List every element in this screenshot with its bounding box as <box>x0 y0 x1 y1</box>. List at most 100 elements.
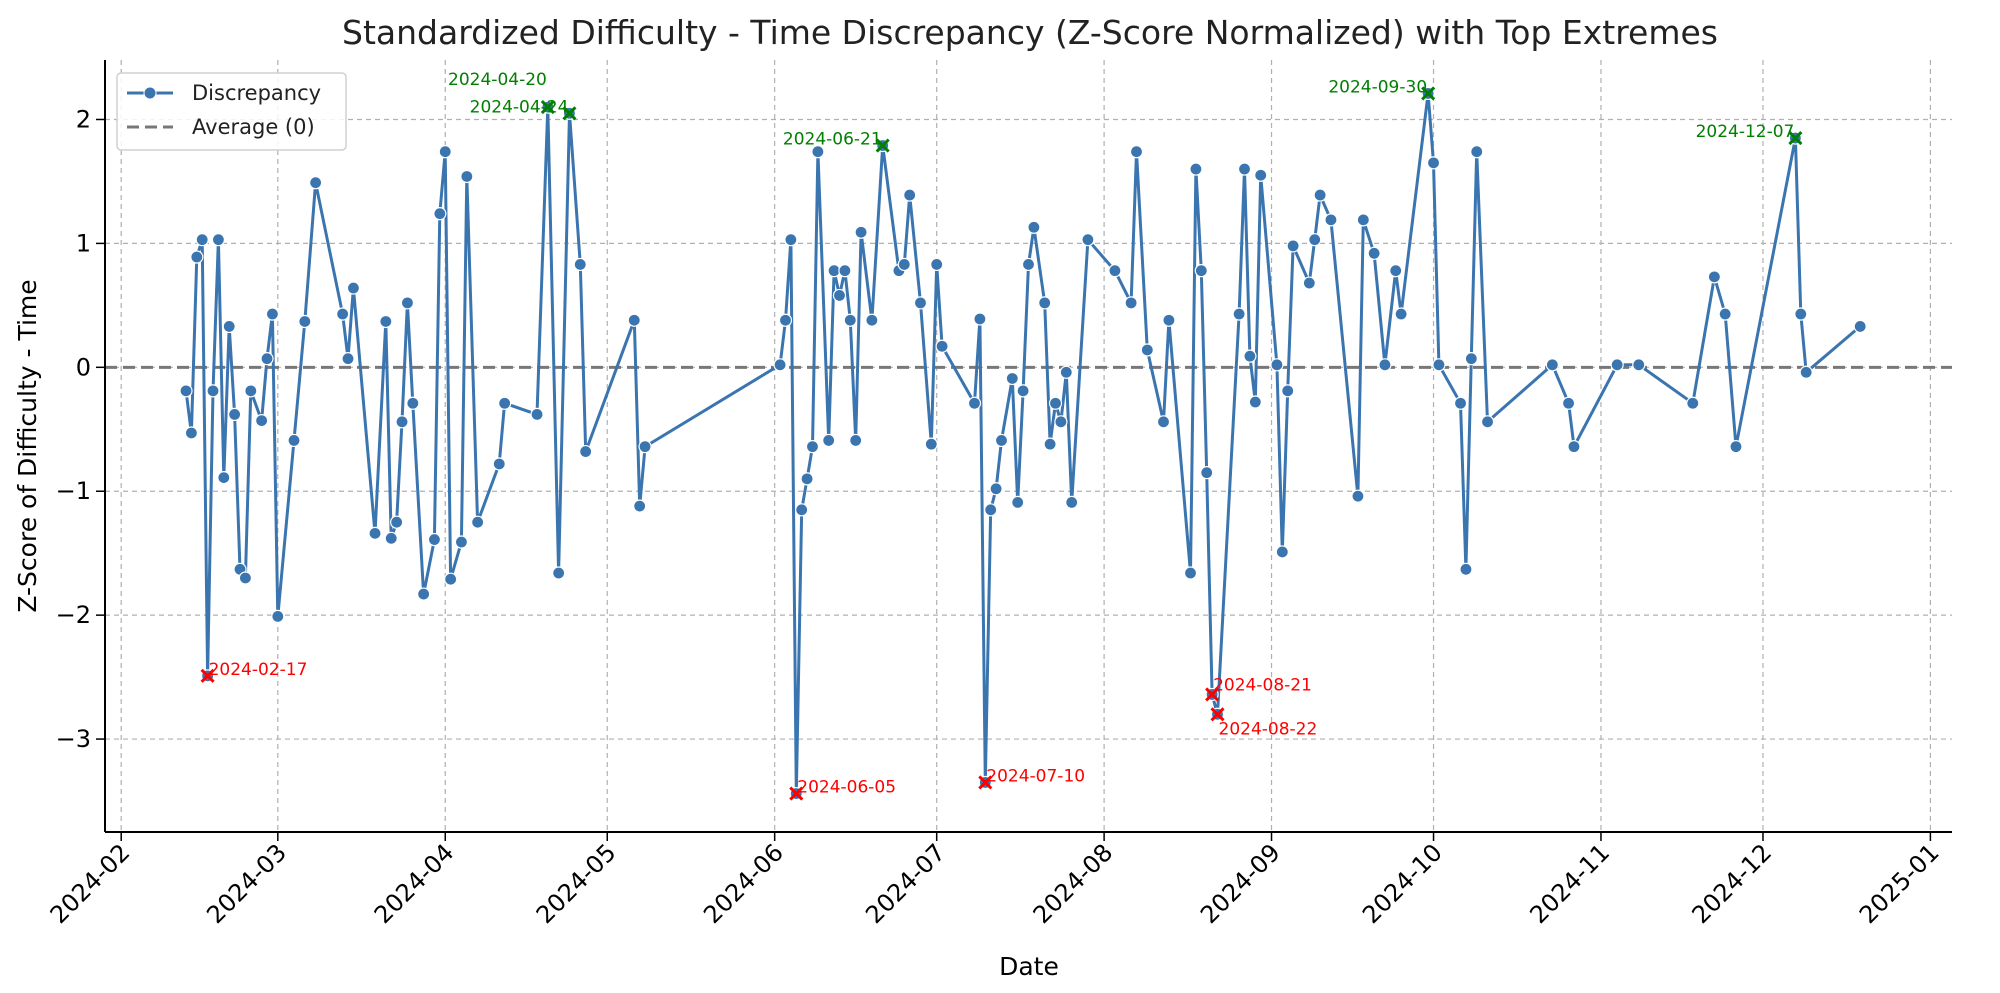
data-point <box>217 470 231 485</box>
data-point <box>400 296 415 310</box>
data-point <box>1043 437 1057 451</box>
data-point <box>1027 220 1041 234</box>
data-point <box>206 384 220 398</box>
data-point <box>417 587 431 601</box>
low-extreme-label: 2024-08-22 <box>1219 719 1318 739</box>
data-point <box>1189 162 1203 176</box>
data-point <box>1561 396 1576 410</box>
data-point <box>1389 264 1403 278</box>
data-point <box>1140 343 1154 357</box>
x-tick-label: 2024-05 <box>531 838 622 929</box>
cross-stroke <box>200 668 215 683</box>
data-point <box>1005 371 1019 386</box>
data-point <box>811 145 825 159</box>
y-axis-label: Z-Score of Difficulty - Time <box>13 279 42 612</box>
data-point <box>1464 352 1478 366</box>
x-tick-label: 2024-06 <box>698 838 789 929</box>
data-point <box>238 571 253 585</box>
high-extreme-marker <box>875 138 890 153</box>
x-tick-label: 2024-07 <box>860 838 951 929</box>
data-point <box>795 503 809 517</box>
data-point <box>1729 440 1743 454</box>
data-point <box>913 296 928 310</box>
data-point <box>1351 489 1365 503</box>
data-point <box>573 257 587 272</box>
data-point <box>1459 562 1473 576</box>
data-point <box>1124 296 1138 310</box>
data-point <box>438 145 452 159</box>
x-tick-label: 2024-09 <box>1195 838 1286 929</box>
y-tick-label: −1 <box>56 477 91 505</box>
data-point <box>390 515 404 529</box>
data-point <box>1707 270 1721 284</box>
data-point <box>1313 188 1327 202</box>
data-point <box>1237 162 1252 176</box>
legend-discrepancy-label: Discrepancy <box>192 81 321 105</box>
cross-stroke <box>540 100 555 115</box>
data-point <box>633 499 647 513</box>
data-point <box>368 526 382 540</box>
data-point <box>849 433 863 448</box>
low-extreme-marker <box>978 775 993 790</box>
y-tick-label: 2 <box>76 105 91 133</box>
data-point <box>1686 396 1700 410</box>
data-point <box>1232 307 1246 321</box>
data-point <box>1054 415 1068 429</box>
data-point <box>1275 545 1289 559</box>
x-tick-label: 2024-10 <box>1357 838 1448 929</box>
data-point <box>1248 395 1262 409</box>
data-point <box>433 207 447 221</box>
data-point <box>1610 358 1624 372</box>
data-point <box>1545 358 1559 372</box>
data-point <box>1038 296 1052 310</box>
cross-stroke <box>1210 707 1225 722</box>
data-point <box>195 233 209 247</box>
data-point <box>287 433 301 448</box>
data-point <box>1243 349 1257 363</box>
data-point <box>346 281 361 295</box>
data-point <box>924 437 938 451</box>
data-point <box>1254 168 1268 182</box>
data-point <box>1853 319 1867 334</box>
cross-stroke <box>1421 86 1436 101</box>
data-point <box>406 396 420 410</box>
y-tick-label: −2 <box>56 601 91 629</box>
high-extreme-label: 2024-09-30 <box>1328 77 1427 97</box>
low-extreme-marker <box>1210 707 1225 722</box>
data-point <box>994 433 1009 448</box>
cross-stroke <box>1205 687 1220 702</box>
data-point <box>179 384 193 398</box>
data-point <box>638 440 652 454</box>
data-point <box>1394 307 1408 321</box>
x-tick-label: 2024-03 <box>201 838 292 929</box>
data-point <box>832 288 847 303</box>
y-tick-label: 1 <box>76 229 91 257</box>
data-point <box>1129 145 1144 159</box>
data-point <box>265 307 280 321</box>
high-extreme-marker <box>562 106 577 121</box>
legend-box <box>116 72 347 151</box>
data-point <box>1632 358 1646 372</box>
data-point <box>1281 384 1295 398</box>
x-tick-label: 2024-02 <box>45 838 136 929</box>
high-extreme-marker <box>1788 131 1803 146</box>
cross-stroke <box>978 775 993 790</box>
data-point <box>903 188 917 202</box>
data-point <box>1324 213 1338 227</box>
x-tick-label: 2024-12 <box>1687 838 1778 929</box>
data-point <box>1270 358 1284 372</box>
y-tick-label: 0 <box>76 353 91 381</box>
data-point <box>627 313 641 327</box>
data-point <box>1011 495 1025 509</box>
data-point <box>865 313 879 327</box>
data-point <box>1156 415 1171 429</box>
data-point <box>492 457 506 471</box>
data-point <box>1302 276 1316 290</box>
x-axis-label: Date <box>999 952 1059 981</box>
high-extreme-label: 2024-12-07 <box>1696 122 1795 142</box>
x-tick-label: 2025-01 <box>1854 838 1945 929</box>
high-extreme-label: 2024-04-20 <box>448 70 547 90</box>
series-discrepancy <box>179 86 1867 801</box>
low-extreme-marker <box>1205 687 1220 702</box>
data-point <box>1286 239 1300 253</box>
